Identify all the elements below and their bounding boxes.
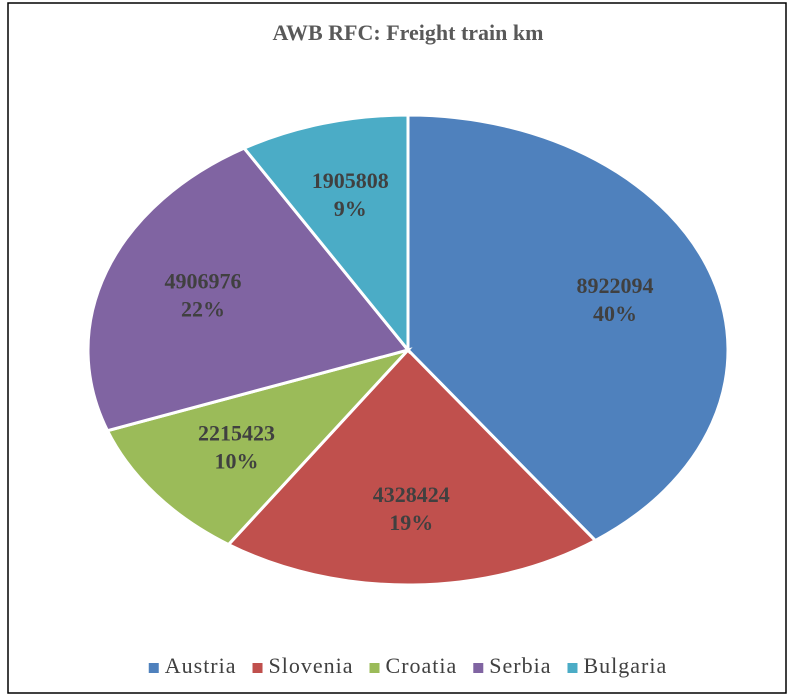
legend-label: Croatia — [386, 653, 458, 678]
legend-swatch — [473, 663, 484, 673]
legend-swatch — [252, 663, 263, 673]
percent-label: 22% — [181, 297, 225, 322]
legend-label: Slovenia — [269, 653, 354, 678]
data-label: 8922094 — [577, 273, 654, 298]
percent-label: 19% — [389, 510, 433, 535]
pie-slice — [105, 347, 413, 547]
percent-label: 40% — [593, 301, 637, 326]
legend-label: Bulgaria — [583, 653, 667, 678]
pie-slice — [241, 113, 410, 355]
pie-slice — [86, 146, 411, 433]
legend-swatch — [567, 663, 578, 673]
legend-label: Austria — [165, 653, 237, 678]
percent-label: 10% — [214, 448, 258, 473]
chart-title: AWB RFC: Freight train km — [273, 20, 544, 45]
legend-swatch — [369, 663, 380, 673]
pie-slice — [406, 113, 730, 543]
data-label: 4328424 — [373, 482, 450, 507]
percent-label: 9% — [334, 196, 367, 221]
data-label: 1905808 — [312, 168, 389, 193]
pie-slice — [226, 347, 598, 587]
data-label: 2215423 — [198, 420, 275, 445]
data-label: 4906976 — [164, 269, 241, 294]
legend-swatch — [148, 663, 159, 673]
legend-label: Serbia — [489, 653, 551, 678]
